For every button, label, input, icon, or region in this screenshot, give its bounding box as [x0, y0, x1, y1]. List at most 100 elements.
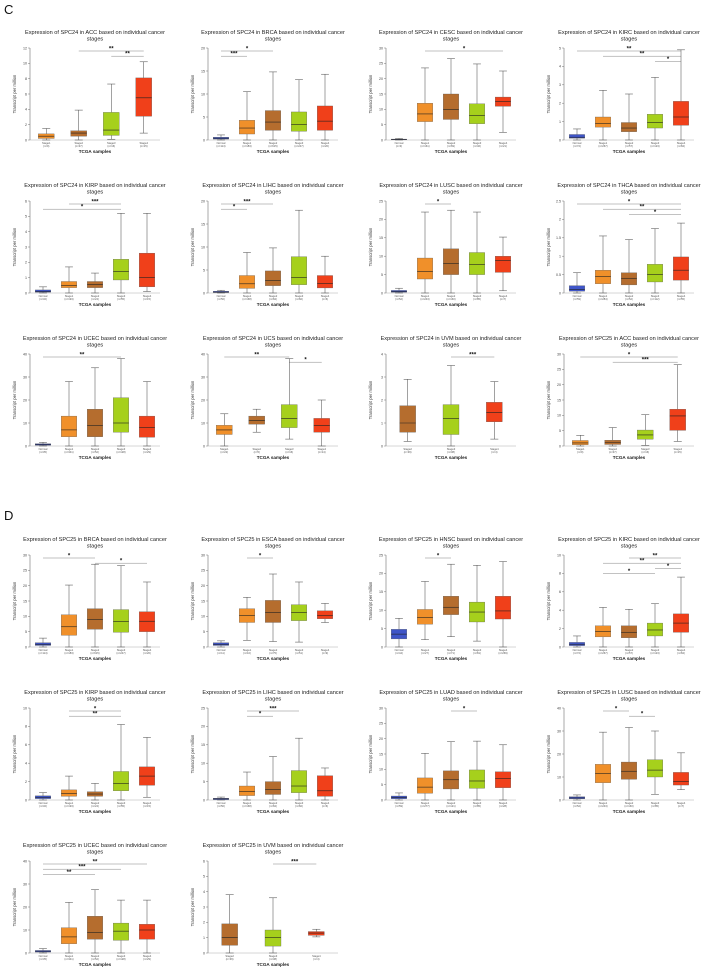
category-label: Normal: [39, 447, 48, 451]
y-tick-label: 25: [379, 62, 383, 66]
category-count: (n=168): [242, 804, 251, 808]
category-count: (n=121): [446, 804, 455, 808]
category-label: Stage3: [295, 141, 304, 145]
box-stage3: [637, 429, 654, 440]
y-axis-label: Transcript per million: [12, 581, 17, 620]
category-count: (n=243): [598, 804, 607, 808]
category-count: (n=46): [473, 144, 481, 148]
box-stage4: [317, 775, 333, 797]
category-count: (n=16): [641, 450, 649, 454]
significance-label: *: [259, 553, 262, 559]
category-count: (n=6): [322, 804, 328, 808]
category-count: (n=114): [216, 144, 225, 148]
category-label: Stage1: [599, 294, 608, 298]
category-count: (n=9): [577, 450, 583, 454]
y-axis-label: Transcript per million: [190, 581, 195, 620]
box-stage3: [113, 397, 129, 433]
y-tick-label: 30: [23, 882, 27, 886]
y-axis-label: Transcript per million: [368, 734, 373, 773]
plot-title: Expression of SPC24 in UCEC based on ind…: [23, 336, 167, 342]
category-count: (n=183): [64, 651, 73, 655]
y-tick-label: 40: [557, 706, 561, 710]
significance-label: ***: [291, 859, 299, 865]
box-plot-c-9: Expression of SPC24 in UCS based on indi…: [190, 336, 343, 460]
box-stage3: [291, 256, 307, 285]
category-label: Stage2: [91, 294, 100, 298]
box-stage1: [61, 927, 77, 944]
box-stage2: [265, 110, 281, 131]
box-stage2: [621, 625, 637, 638]
box-stage3: [113, 609, 129, 633]
y-tick-label: 1: [559, 255, 561, 259]
category-label: Normal: [39, 954, 48, 958]
box-stage2: [621, 761, 637, 780]
box-stage3: [113, 259, 129, 281]
category-label: Stage2: [608, 447, 617, 451]
category-label: Stage2: [269, 801, 278, 805]
y-tick-label: 4: [25, 230, 27, 234]
category-count: (n=75): [269, 651, 277, 655]
box-stage4: [673, 772, 689, 786]
category-label: Stage1: [421, 141, 430, 145]
plot-title: Expression of SPC25 in LUAD based on ind…: [379, 690, 522, 696]
category-label: Stage3: [117, 648, 126, 652]
y-tick-label: 15: [557, 398, 561, 402]
box-stage4: [486, 402, 503, 422]
category-count: (n=6): [322, 297, 328, 301]
plot-title-line2: stages: [265, 37, 282, 43]
y-tick-label: 0: [559, 798, 561, 802]
category-label: Stage1: [65, 954, 74, 958]
category-count: (n=615): [268, 144, 277, 148]
box-stage1: [61, 614, 77, 636]
plot-title: Expression of SPC25 in UVM based on indi…: [203, 843, 344, 849]
y-axis-label: Transcript per million: [190, 887, 195, 926]
category-label: Normal: [39, 801, 48, 805]
box-plot-d-12: Expression of SPC25 in BRCA based on ind…: [12, 537, 167, 661]
category-count: (n=21): [499, 144, 507, 148]
category-count: (n=37): [609, 450, 617, 454]
y-tick-label: 30: [23, 375, 27, 379]
significance-label: *: [628, 199, 631, 205]
category-label: Normal: [217, 648, 226, 652]
box-plot-c-7: Expression of SPC24 in THCA based on ind…: [546, 183, 701, 307]
y-tick-label: 5: [559, 46, 561, 50]
category-label: Stage2: [91, 801, 100, 805]
x-axis-label: TCGA samples: [257, 656, 290, 661]
y-axis-label: Transcript per million: [368, 227, 373, 266]
box-stage1: [239, 785, 255, 796]
box-plot-d-16: Expression of SPC25 in KIRP based on ind…: [12, 690, 166, 814]
y-tick-label: 2: [25, 261, 27, 265]
category-count: (n=615): [90, 651, 99, 655]
y-tick-label: 4: [559, 65, 561, 69]
category-count: (n=35): [39, 957, 47, 961]
y-tick-label: 10: [379, 609, 383, 613]
box-normal: [35, 289, 51, 293]
y-tick-label: 20: [379, 218, 383, 222]
y-tick-label: 25: [201, 569, 205, 573]
category-label: Stage4: [143, 648, 152, 652]
y-tick-label: 6: [25, 743, 27, 747]
box-stage1: [239, 120, 255, 135]
category-label: Stage1: [243, 141, 252, 145]
box-stage1: [417, 103, 433, 122]
category-label: Normal: [217, 141, 226, 145]
x-axis-label: TCGA samples: [257, 455, 290, 460]
x-axis-label: TCGA samples: [79, 656, 112, 661]
box-plot-c-8: Expression of SPC24 in UCEC based on ind…: [12, 336, 167, 460]
plot-title-line2: stages: [443, 190, 460, 196]
y-tick-label: 0: [203, 444, 205, 448]
category-count: (n=247): [294, 144, 303, 148]
significance-label: **: [93, 712, 98, 718]
box-plot-d-13: Expression of SPC25 in ESCA based on ind…: [190, 537, 345, 661]
category-count: (n=5): [254, 450, 260, 454]
category-count: (n=20): [321, 144, 329, 148]
y-tick-label: 6: [559, 590, 561, 594]
y-tick-label: 2: [203, 921, 205, 925]
box-plot-c-5: Expression of SPC24 in LIHC based on ind…: [190, 183, 344, 307]
box-stage3: [442, 404, 460, 435]
category-count: (n=55): [677, 297, 685, 301]
y-tick-label: 1: [381, 421, 383, 425]
category-label: Stage2: [225, 954, 234, 958]
y-tick-label: 0.5: [556, 273, 561, 277]
category-label: Stage3: [641, 447, 650, 451]
